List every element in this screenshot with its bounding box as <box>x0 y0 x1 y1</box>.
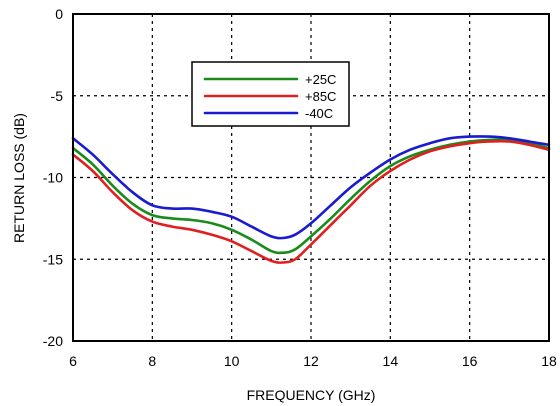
x-tick-label: 10 <box>224 353 240 369</box>
x-tick-label: 18 <box>541 353 557 369</box>
y-tick-label: 0 <box>55 6 63 22</box>
legend-label-85c: +85C <box>305 89 336 104</box>
legend-box <box>191 61 350 127</box>
y-tick-label: -15 <box>43 251 63 267</box>
y-tick-label: -20 <box>43 333 63 349</box>
x-tick-label: 16 <box>462 353 478 369</box>
legend: +25C +85C -40C <box>191 61 350 127</box>
plot-frame <box>72 13 550 342</box>
tick-labels: 6 8 10 12 14 16 18 0 -5 -10 -15 -20 <box>43 6 557 369</box>
series-line-minus40c <box>71 135 551 240</box>
y-axis-title: RETURN LOSS (dB) <box>11 113 27 243</box>
series-line-plus85c <box>71 139 551 264</box>
y-tick-label: -10 <box>43 170 63 186</box>
x-axis-title: FREQUENCY (GHz) <box>247 387 376 403</box>
legend-label-25c: +25C <box>305 72 336 87</box>
x-tick-label: 12 <box>303 353 319 369</box>
x-tick-label: 6 <box>69 353 77 369</box>
legend-label-minus40c: -40C <box>305 106 333 121</box>
x-tick-label: 8 <box>148 353 156 369</box>
x-tick-label: 14 <box>383 353 399 369</box>
y-tick-label: -5 <box>51 88 64 104</box>
series-lines <box>71 135 551 264</box>
series-line-plus25c <box>71 138 551 255</box>
